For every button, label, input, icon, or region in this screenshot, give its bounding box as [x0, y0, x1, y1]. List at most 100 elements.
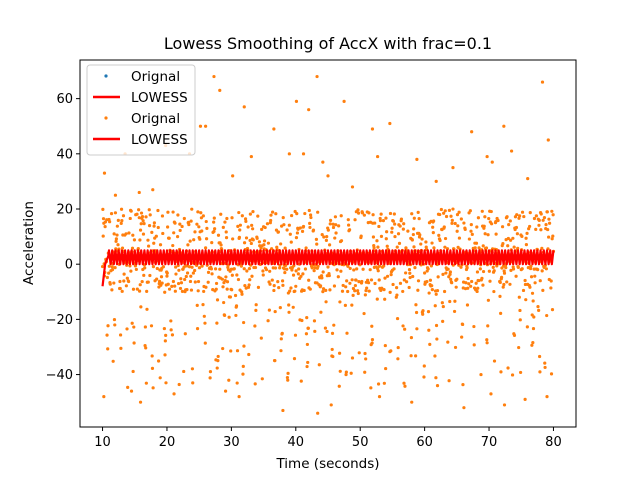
scatter-point — [549, 279, 553, 283]
scatter-point — [219, 243, 223, 247]
scatter-point — [433, 354, 437, 358]
scatter-point — [385, 274, 390, 278]
scatter-point — [256, 214, 260, 218]
scatter-point — [189, 288, 194, 292]
scatter-point — [361, 267, 365, 271]
scatter-point — [124, 284, 128, 288]
scatter-point — [543, 361, 547, 365]
scatter-point — [520, 234, 524, 238]
scatter-point — [250, 274, 254, 278]
scatter-point — [376, 269, 380, 273]
scatter-point — [221, 225, 225, 229]
scatter-point — [107, 271, 111, 275]
scatter-point — [271, 210, 275, 214]
scatter-point — [541, 288, 545, 292]
scatter-point — [260, 227, 264, 231]
scatter-point — [395, 293, 399, 297]
scatter-point — [537, 223, 541, 227]
scatter-point — [219, 212, 223, 216]
scatter-point — [416, 288, 420, 292]
scatter-point — [494, 232, 498, 236]
scatter-point — [363, 351, 367, 356]
scatter-point — [518, 308, 522, 313]
scatter-point — [350, 185, 355, 189]
scatter-point — [533, 281, 537, 285]
scatter-point — [343, 303, 347, 307]
scatter-point — [434, 376, 438, 380]
scatter-point — [436, 275, 440, 279]
scatter-point — [305, 364, 309, 369]
scatter-point — [201, 214, 205, 218]
scatter-point — [161, 265, 166, 269]
scatter-point — [328, 243, 332, 247]
scatter-point — [285, 267, 289, 271]
scatter-point — [319, 310, 323, 314]
chart-title: Lowess Smoothing of AccX with frac=0.1 — [164, 34, 492, 53]
scatter-point — [254, 303, 258, 307]
scatter-point — [202, 314, 206, 318]
scatter-point — [165, 271, 169, 275]
scatter-point — [549, 286, 553, 290]
scatter-point — [138, 400, 143, 404]
scatter-point — [382, 381, 386, 385]
scatter-point — [442, 225, 446, 229]
scatter-point — [409, 354, 413, 358]
scatter-point — [186, 243, 190, 247]
scatter-point — [280, 279, 285, 283]
scatter-point — [516, 246, 520, 250]
scatter-point — [120, 219, 124, 223]
scatter-point — [234, 313, 238, 318]
scatter-point — [393, 222, 397, 226]
scatter-point — [364, 288, 368, 293]
scatter-point — [173, 221, 177, 225]
scatter-point — [273, 309, 277, 314]
scatter-point — [163, 353, 167, 357]
scatter-point — [150, 366, 155, 370]
scatter-point — [160, 214, 165, 218]
scatter-point — [310, 266, 314, 270]
scatter-point — [151, 386, 155, 390]
scatter-point — [225, 280, 230, 284]
scatter-point — [396, 345, 400, 350]
scatter-point — [270, 278, 274, 282]
scatter-point — [443, 245, 447, 249]
scatter-point — [103, 224, 107, 229]
scatter-point — [414, 310, 419, 315]
scatter-point — [115, 233, 119, 237]
y-tick-label: 20 — [56, 203, 73, 218]
scatter-point — [328, 222, 332, 226]
scatter-point — [365, 286, 369, 290]
scatter-point — [173, 284, 177, 288]
scatter-point — [146, 238, 150, 242]
scatter-point — [469, 223, 473, 227]
scatter-point — [113, 193, 118, 197]
scatter-point — [311, 228, 316, 232]
scatter-point — [531, 299, 535, 303]
scatter-point — [301, 152, 306, 156]
scatter-point — [325, 329, 329, 334]
scatter-point — [293, 289, 297, 293]
scatter-point — [550, 237, 554, 241]
y-tick-label: −20 — [46, 313, 73, 328]
scatter-point — [466, 276, 470, 281]
scatter-point — [195, 222, 199, 226]
scatter-point — [346, 264, 350, 268]
scatter-point — [141, 232, 146, 236]
scatter-point — [193, 230, 197, 234]
legend-marker — [104, 116, 108, 120]
scatter-point — [245, 269, 249, 273]
scatter-point — [309, 213, 313, 217]
scatter-point — [352, 268, 356, 272]
scatter-point — [253, 324, 257, 328]
scatter-point — [163, 290, 167, 294]
scatter-point — [137, 190, 141, 195]
scatter-point — [438, 238, 442, 243]
scatter-point — [410, 212, 414, 216]
scatter-point — [540, 269, 544, 273]
scatter-point — [362, 311, 366, 316]
scatter-point — [215, 366, 219, 370]
scatter-point — [348, 266, 352, 271]
scatter-point — [220, 277, 224, 281]
scatter-point — [550, 209, 554, 213]
scatter-point — [151, 188, 155, 192]
